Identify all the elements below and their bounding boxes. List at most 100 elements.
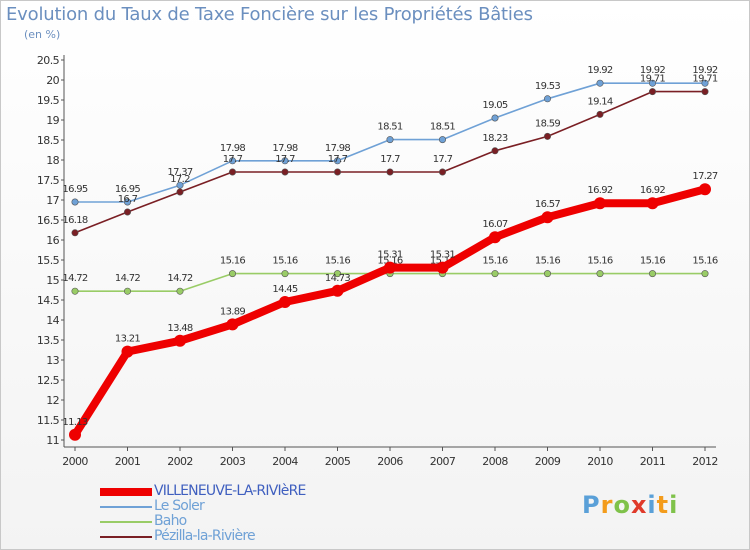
logo-letter: t xyxy=(656,491,670,519)
data-point xyxy=(229,168,237,176)
data-point xyxy=(333,168,341,176)
logo-letter: P xyxy=(582,491,601,519)
data-point xyxy=(699,183,711,196)
data-label: 16.07 xyxy=(482,219,507,230)
data-point xyxy=(331,284,344,297)
data-label: 16.95 xyxy=(62,184,87,195)
data-point xyxy=(438,168,446,176)
data-label: 14.73 xyxy=(325,273,350,284)
proxiti-logo: Proxiti xyxy=(582,491,678,519)
y-tick-label: 19.5 xyxy=(37,94,60,107)
data-label: 19.71 xyxy=(692,74,717,85)
data-point xyxy=(176,188,184,196)
data-point xyxy=(229,270,237,278)
data-point xyxy=(541,211,554,224)
legend-swatch xyxy=(100,535,152,538)
data-label: 15.16 xyxy=(272,256,297,267)
data-label: 19.71 xyxy=(640,74,665,85)
data-label: 15.16 xyxy=(640,256,665,267)
data-label: 17.7 xyxy=(380,154,400,165)
logo-letter: x xyxy=(630,491,648,519)
y-tick-label: 15.5 xyxy=(37,254,60,267)
data-label: 14.72 xyxy=(115,273,140,284)
data-label: 16.18 xyxy=(62,215,87,226)
data-point xyxy=(701,270,709,278)
data-label: 16.57 xyxy=(535,199,560,210)
data-label: 16.7 xyxy=(118,194,138,205)
x-tick-label: 2008 xyxy=(482,455,508,468)
x-tick-label: 2003 xyxy=(220,455,246,468)
data-point xyxy=(333,270,341,278)
data-label: 11.13 xyxy=(62,417,87,428)
data-point xyxy=(489,231,501,244)
y-tick-label: 18.5 xyxy=(37,134,60,147)
data-point xyxy=(646,197,659,210)
data-label: 19.92 xyxy=(587,65,612,76)
y-tick-label: 12 xyxy=(46,394,59,407)
data-label: 15.31 xyxy=(430,250,455,261)
data-point xyxy=(386,168,394,176)
data-label: 15.31 xyxy=(377,250,402,261)
data-point xyxy=(71,287,79,295)
y-tick-label: 17.5 xyxy=(37,174,60,187)
data-label: 17.7 xyxy=(433,154,453,165)
chart-title: Evolution du Taux de Taxe Foncière sur l… xyxy=(6,4,533,25)
y-tick-label: 16 xyxy=(46,234,59,247)
x-tick-label: 2011 xyxy=(640,455,666,468)
data-label: 15.16 xyxy=(430,256,455,267)
data-point xyxy=(124,198,132,206)
chart-legend: VILLENEUVE-LA-RIVIèRE Le Soler Baho Pézi… xyxy=(100,484,306,544)
legend-item: VILLENEUVE-LA-RIVIèRE xyxy=(100,484,306,499)
y-tick-label: 17 xyxy=(46,194,59,207)
data-point xyxy=(279,296,291,308)
legend-item: Le Soler xyxy=(100,499,306,514)
data-point xyxy=(543,270,551,278)
data-point xyxy=(281,168,289,176)
data-label: 17.7 xyxy=(328,154,348,165)
legend-swatch xyxy=(100,487,152,496)
x-tick-label: 2009 xyxy=(535,455,561,468)
series-le-soler: 16.95 16.95 17.37 17.98 17.98 17.98 18.51 18.51… xyxy=(62,65,719,206)
data-label: 17.7 xyxy=(275,154,295,165)
data-point xyxy=(69,428,81,441)
data-label: 15.16 xyxy=(692,256,717,267)
x-tick-label: 2000 xyxy=(62,455,88,468)
data-point xyxy=(438,136,446,144)
y-tick-label: 11 xyxy=(46,434,59,447)
data-point xyxy=(594,197,606,210)
data-label: 15.16 xyxy=(325,256,350,267)
data-point xyxy=(701,79,709,87)
logo-letter: r xyxy=(600,491,614,519)
data-point xyxy=(386,136,394,144)
y-tick-label: 14.5 xyxy=(37,294,60,307)
series-p-zilla-la-rivi-re: 16.18 16.7 17.2 17.7 17.7 17.7 17.7 17.7 18.23 18… xyxy=(62,74,719,237)
data-label: 14.72 xyxy=(62,273,87,284)
data-point xyxy=(176,181,184,189)
series-line xyxy=(71,185,709,439)
x-tick-label: 2002 xyxy=(167,455,193,468)
logo-letter: i xyxy=(669,491,679,519)
y-tick-label: 16.5 xyxy=(37,214,60,227)
data-point xyxy=(491,114,499,122)
data-label: 17.37 xyxy=(167,167,192,178)
data-point xyxy=(596,270,604,278)
data-label: 18.23 xyxy=(482,133,507,144)
legend-label: Le Soler xyxy=(154,498,205,514)
data-label: 19.92 xyxy=(692,65,717,76)
data-label: 16.95 xyxy=(115,184,140,195)
x-tick-label: 2007 xyxy=(430,455,456,468)
data-point xyxy=(543,95,551,103)
legend-item: Pézilla-la-Rivière xyxy=(100,529,306,544)
data-label: 19.05 xyxy=(482,100,507,111)
data-label: 13.89 xyxy=(220,306,245,317)
data-point xyxy=(648,79,656,87)
y-tick-label: 12.5 xyxy=(37,374,60,387)
data-label: 13.21 xyxy=(115,334,140,345)
data-point xyxy=(71,198,79,206)
data-label: 18.51 xyxy=(377,122,402,133)
legend-label: VILLENEUVE-LA-RIVIèRE xyxy=(154,483,306,499)
data-point xyxy=(596,79,604,87)
y-tick-label: 11.5 xyxy=(37,414,60,427)
y-tick-label: 20.5 xyxy=(37,54,60,67)
data-label: 15.16 xyxy=(535,256,560,267)
